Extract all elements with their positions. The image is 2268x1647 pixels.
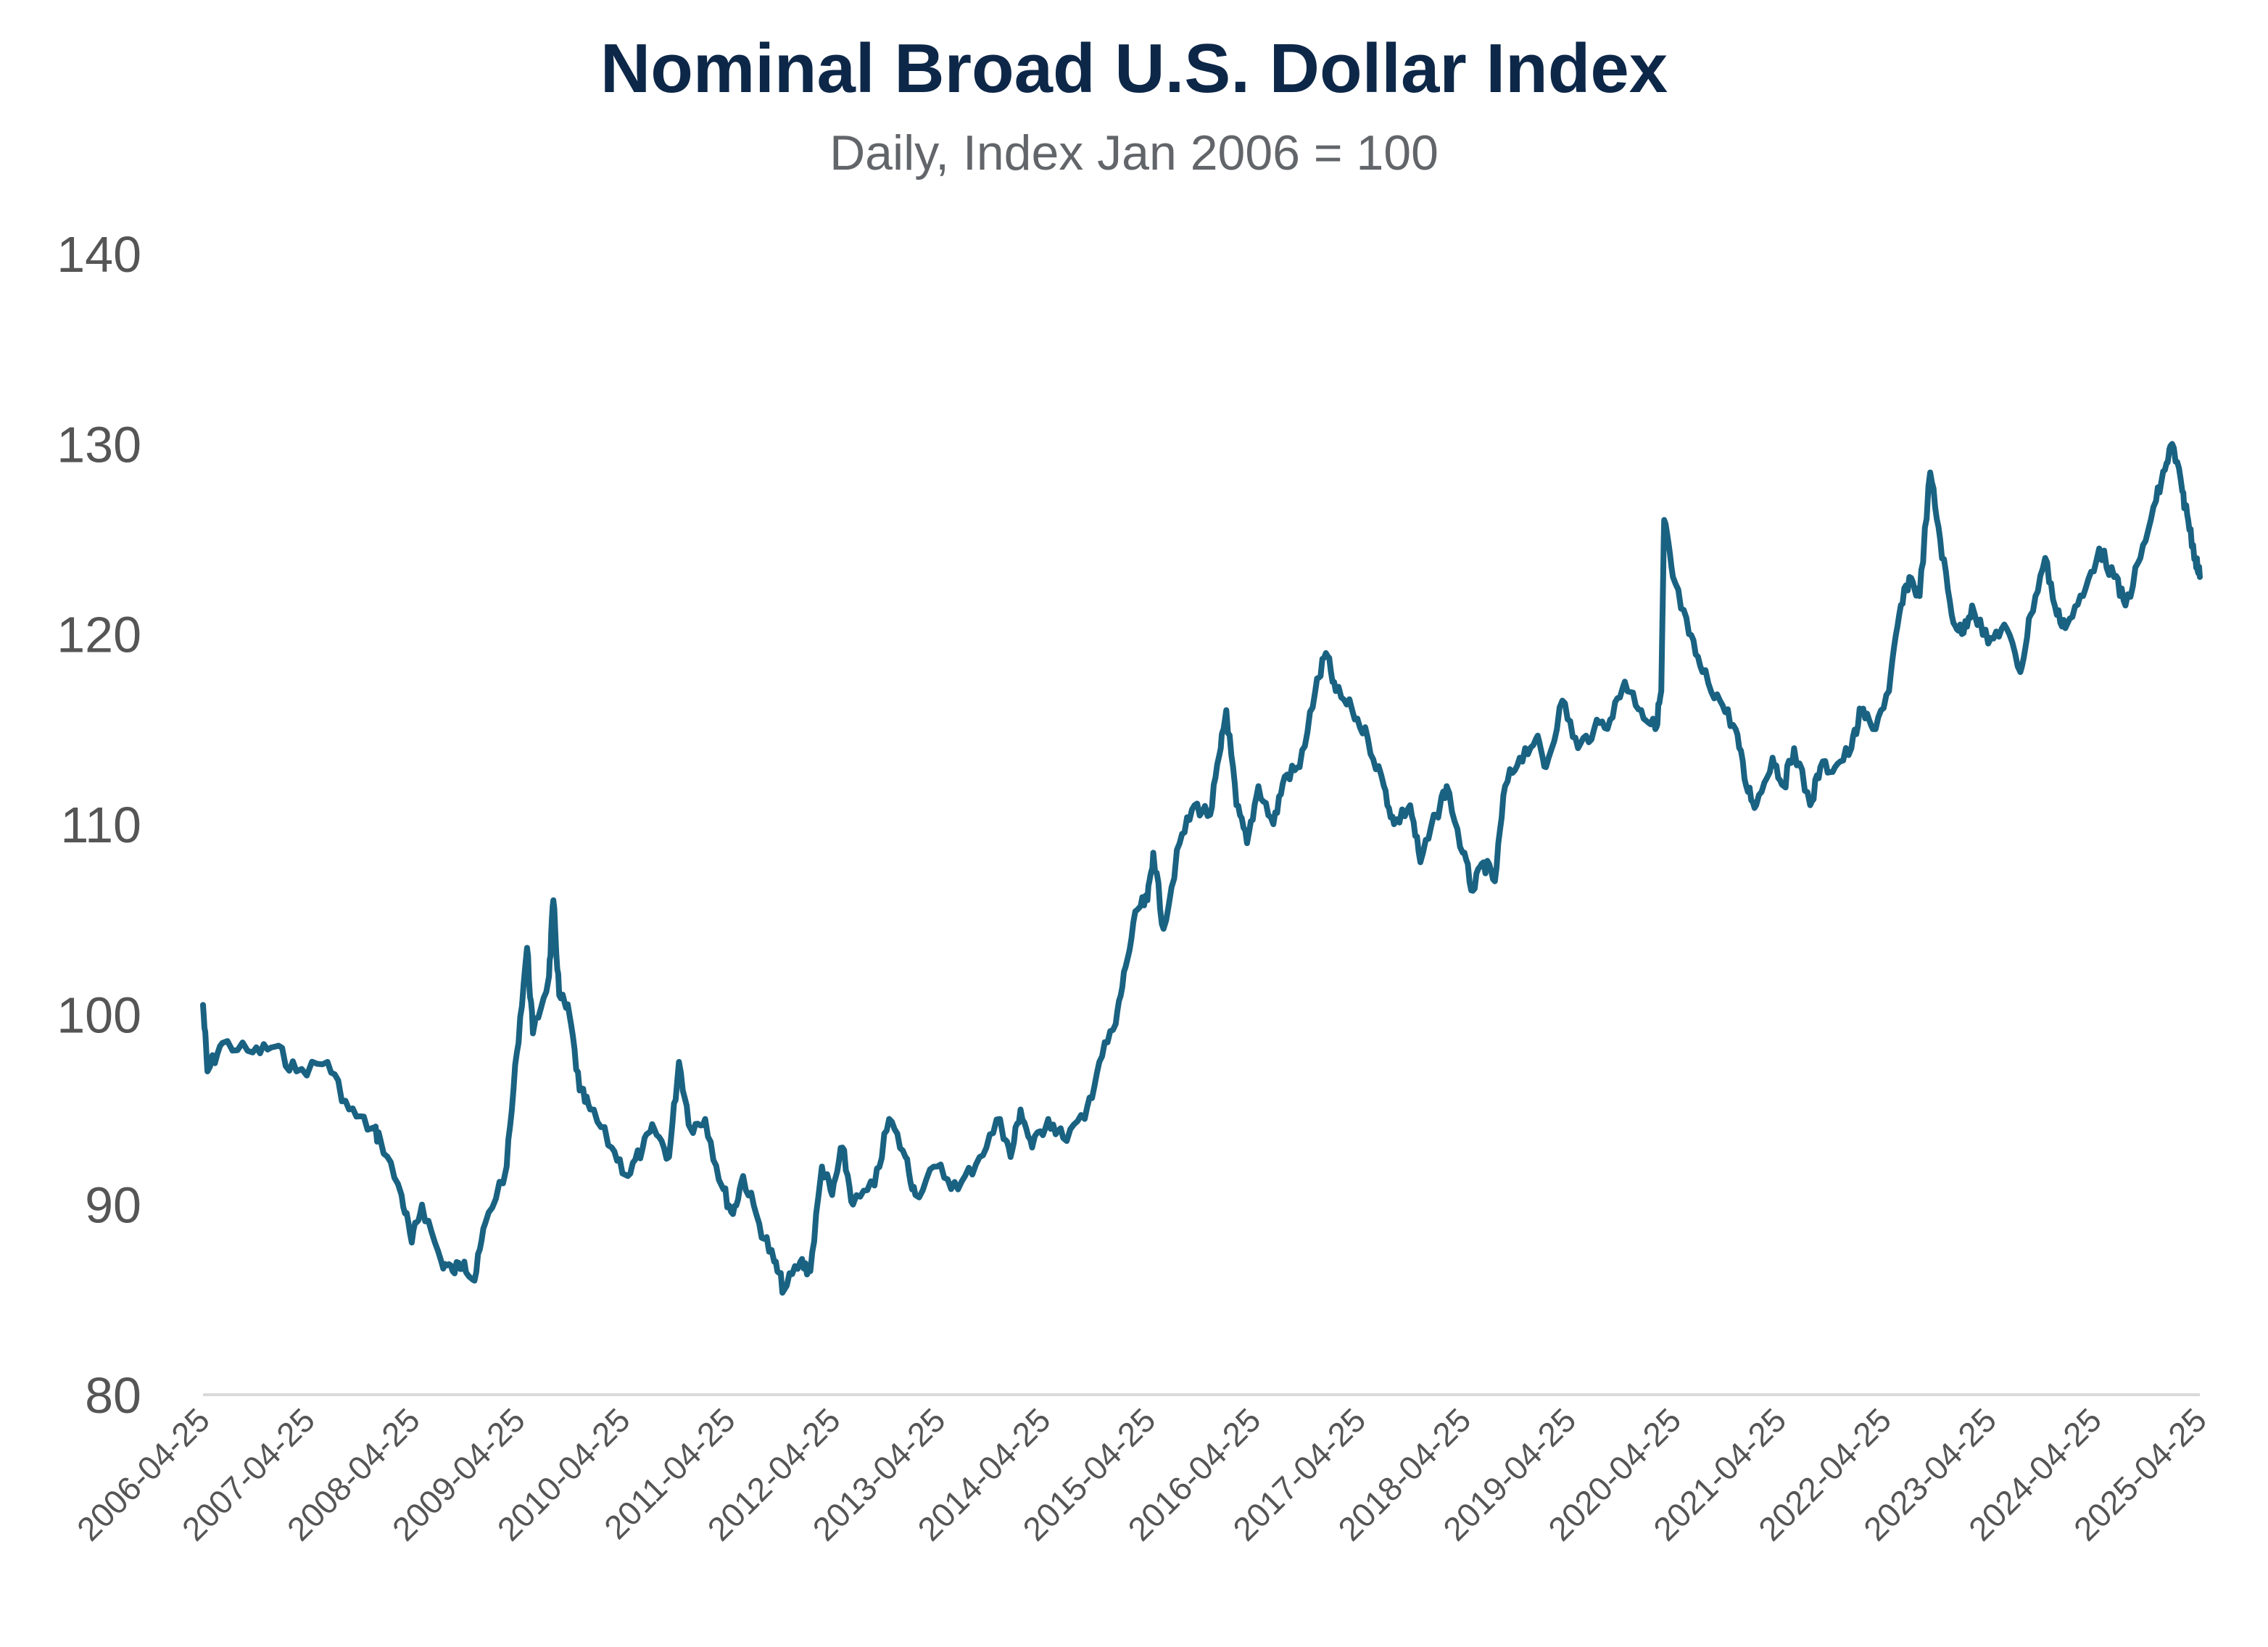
y-tick-label: 110 bbox=[60, 797, 141, 853]
chart-title: Nominal Broad U.S. Dollar Index bbox=[600, 30, 1668, 107]
y-tick-label: 90 bbox=[85, 1177, 141, 1234]
y-tick-label: 80 bbox=[85, 1367, 141, 1424]
y-tick-label: 100 bbox=[57, 987, 141, 1043]
y-tick-label: 120 bbox=[57, 607, 141, 663]
y-axis: 80 90 100 110 120 130 140 bbox=[57, 226, 141, 1424]
x-axis: 2006-04-252007-04-252008-04-252009-04-25… bbox=[70, 1401, 2214, 1548]
y-tick-label: 130 bbox=[57, 416, 141, 473]
chart-subtitle: Daily, Index Jan 2006 = 100 bbox=[829, 125, 1439, 181]
y-tick-label: 140 bbox=[57, 226, 141, 283]
series-line-dollar-index bbox=[200, 441, 2203, 1296]
